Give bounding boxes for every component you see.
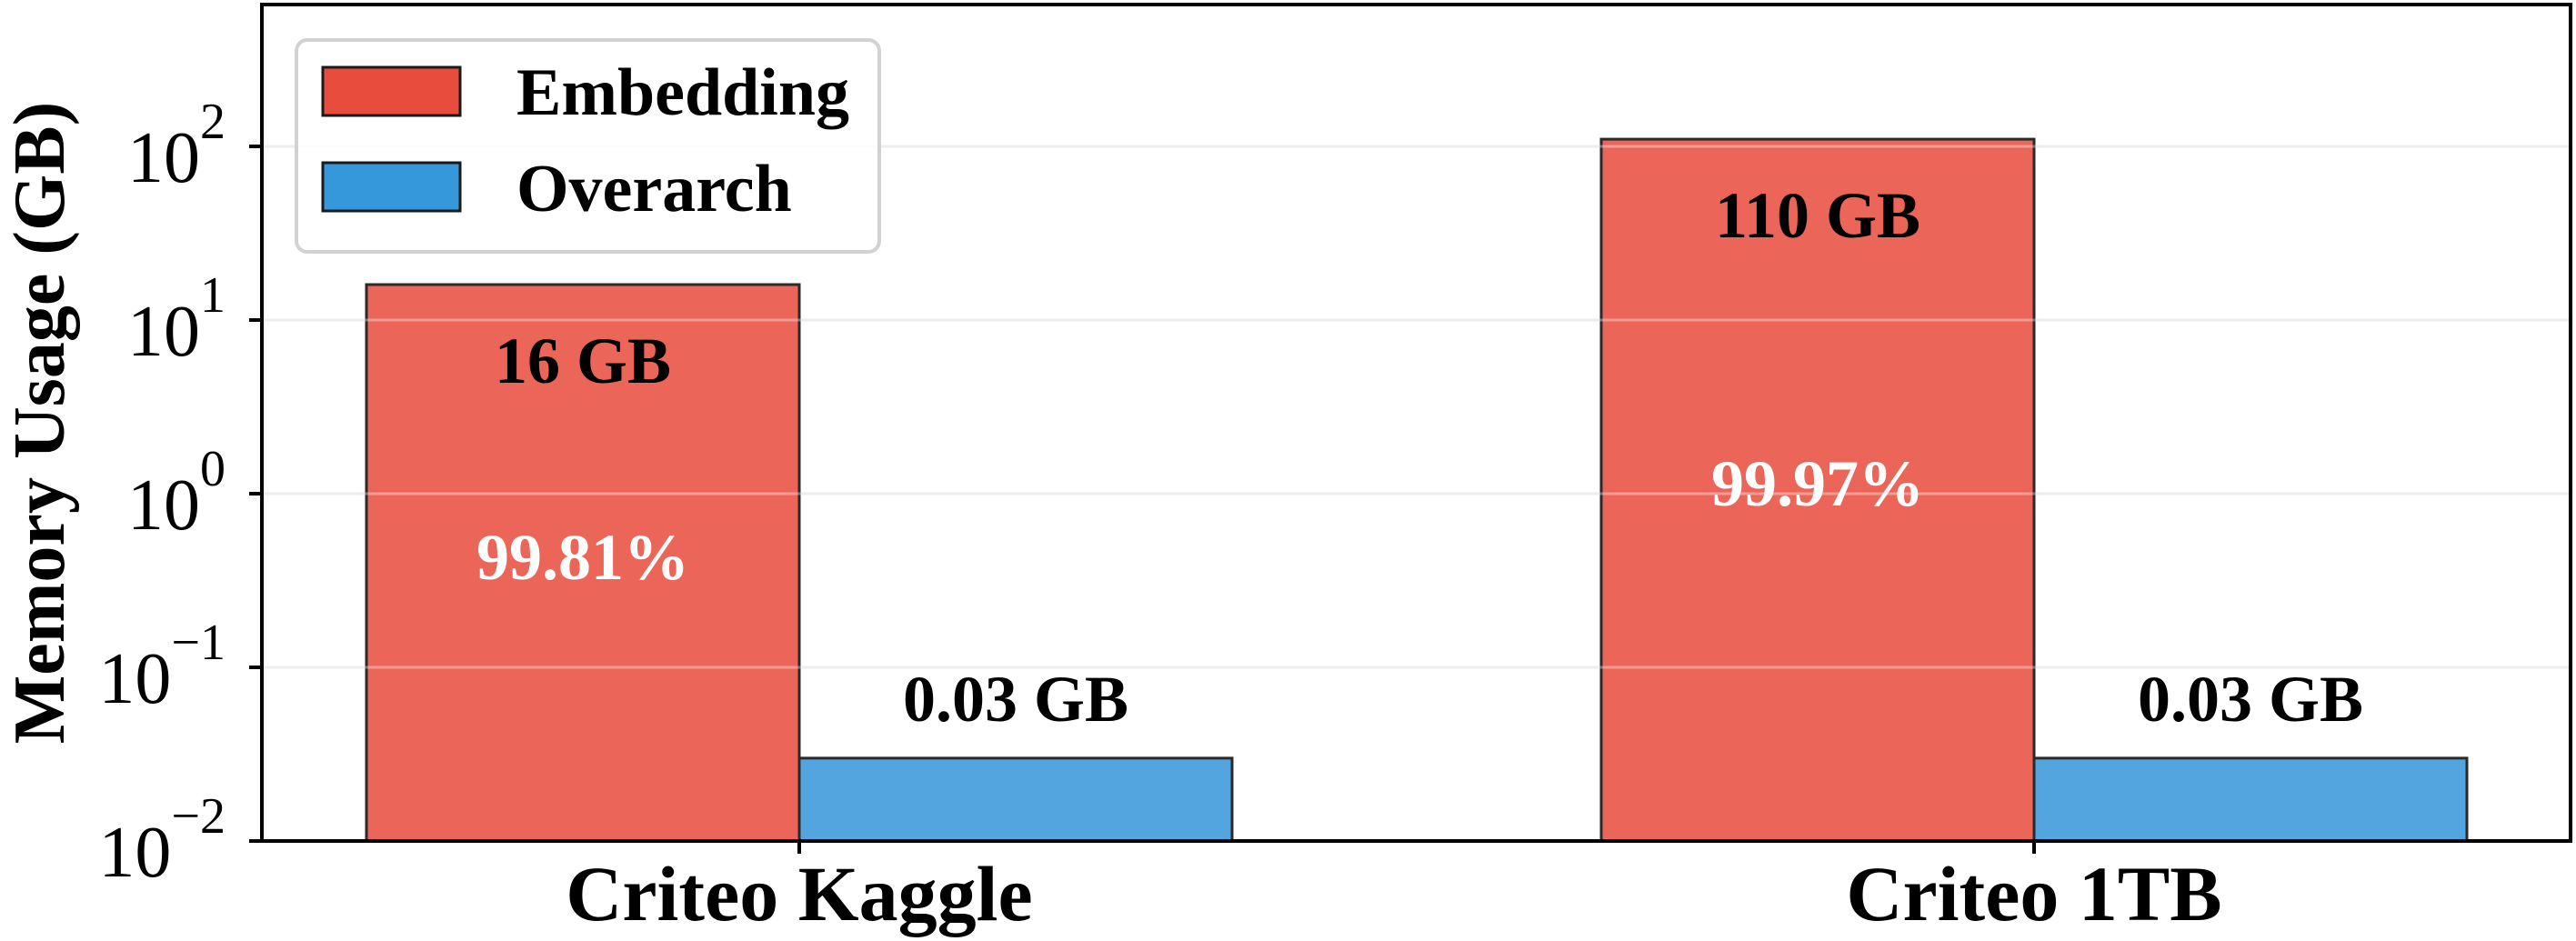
- bar-share-label: 99.97%: [1711, 447, 1924, 520]
- bar-value-label: 16 GB: [495, 325, 671, 397]
- bar-value-label: 110 GB: [1715, 179, 1920, 252]
- y-axis-ticks: 102 101 100 10−1 10−2: [98, 94, 262, 893]
- bars: [365, 137, 2469, 843]
- legend-swatch-overarch: [321, 161, 462, 213]
- bar-embedding-0: [365, 283, 801, 843]
- bar-embedding-1: [1599, 137, 2036, 843]
- y-tick-label: 10−2: [98, 788, 226, 893]
- y-tick-label: 100: [127, 441, 226, 546]
- bar-labels: 16 GB 99.81% 0.03 GB 110 GB 99.97% 0.03 GB: [476, 179, 2363, 736]
- legend: Embedding Overarch: [295, 38, 881, 254]
- x-tick-label: Criteo 1TB: [1846, 850, 2221, 937]
- y-axis-label: Memory Usage (GB): [0, 102, 80, 744]
- x-axis-ticks: Criteo Kaggle Criteo 1TB: [566, 841, 2222, 937]
- bar-value-label: 0.03 GB: [2138, 663, 2363, 736]
- legend-swatch-embedding: [321, 65, 462, 117]
- bar-share-label: 99.81%: [476, 521, 689, 594]
- bar-value-label: 0.03 GB: [903, 663, 1128, 736]
- legend-label-embedding: Embedding: [516, 55, 849, 130]
- bar-overarch-1: [2032, 756, 2469, 843]
- plot-area-frame: [260, 3, 2572, 843]
- x-tick-label: Criteo Kaggle: [566, 850, 1032, 937]
- legend-label-overarch: Overarch: [516, 152, 792, 226]
- y-tick-label: 102: [127, 94, 226, 198]
- bar-overarch-0: [797, 756, 1234, 843]
- y-tick-label: 10−1: [98, 615, 226, 719]
- y-tick-label: 101: [127, 267, 226, 372]
- legend-item-embedding: Embedding: [321, 55, 849, 130]
- legend-item-overarch: Overarch: [321, 152, 792, 226]
